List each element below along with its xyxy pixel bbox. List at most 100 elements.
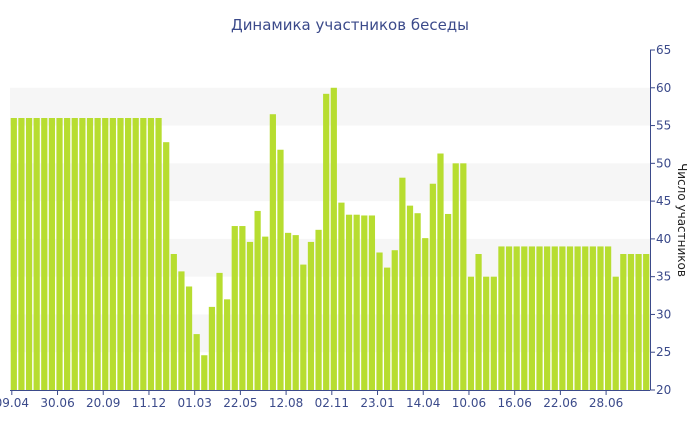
bar: [551, 246, 558, 390]
bar: [483, 276, 490, 390]
bar: [528, 246, 536, 390]
bar: [193, 334, 200, 390]
y-tick-label: 65: [656, 43, 671, 57]
bar: [422, 238, 429, 390]
x-tick-label: 16.06: [497, 396, 531, 410]
bar: [117, 118, 124, 390]
bar: [79, 118, 86, 390]
bar: [284, 232, 292, 390]
bar: [300, 264, 307, 390]
bar: [406, 205, 414, 390]
bar: [582, 246, 589, 390]
y-tick-label: 35: [656, 270, 671, 284]
bar: [178, 271, 185, 390]
y-tick-label: 25: [656, 345, 671, 359]
grid-band: [10, 314, 650, 353]
bar: [239, 226, 246, 390]
bar: [109, 118, 116, 390]
bar: [627, 254, 635, 390]
x-tick-label: 09.04: [0, 396, 29, 410]
bar: [155, 118, 162, 390]
bar: [269, 114, 276, 390]
bar: [437, 153, 444, 390]
bar: [597, 246, 604, 390]
bar: [498, 246, 505, 390]
bar: [163, 142, 170, 390]
bar: [216, 272, 223, 390]
x-tick-label: 23.01: [360, 396, 394, 410]
bar: [56, 118, 63, 390]
bar: [490, 276, 497, 390]
chart-title: Динамика участников беседы: [231, 16, 469, 34]
bar: [254, 210, 261, 390]
bar: [277, 149, 284, 390]
bar: [86, 118, 94, 390]
bars: [10, 87, 650, 390]
bar: [536, 246, 543, 390]
bar: [391, 250, 398, 390]
bar: [33, 118, 40, 390]
bar: [475, 254, 482, 390]
bar: [635, 254, 642, 390]
bar: [589, 246, 596, 390]
bar: [231, 226, 238, 390]
bar: [384, 267, 391, 390]
y-tick-label: 40: [656, 232, 671, 246]
bar: [460, 163, 467, 390]
bar: [246, 241, 254, 390]
y-tick-label: 55: [656, 119, 671, 133]
y-tick-label: 30: [656, 307, 671, 321]
bar: [25, 118, 33, 390]
bar: [429, 183, 436, 390]
bar: [376, 252, 383, 390]
bar: [338, 202, 345, 390]
bar: [399, 177, 406, 390]
bar: [292, 235, 299, 390]
x-tick-label: 01.03: [177, 396, 211, 410]
bar: [132, 118, 139, 390]
axes: [10, 50, 651, 391]
bar: [544, 246, 551, 390]
bar: [353, 214, 360, 390]
bar: [643, 254, 650, 390]
y-axis-label: Число участников: [675, 163, 689, 277]
y-tick-labels: 20 25 30 35 40 45 50 55 60 65: [650, 43, 671, 397]
bar: [368, 215, 376, 390]
bar: [444, 213, 452, 390]
y-tick-label: 20: [656, 383, 671, 397]
bar: [124, 118, 132, 390]
x-tick-labels: 09.04 30.06 20.09 11.12 01.03 22.05 12.08 02.11…: [0, 390, 623, 410]
bar: [10, 118, 17, 390]
y-tick-label: 50: [656, 156, 671, 170]
bar: [64, 118, 71, 390]
x-tick-label: 14.04: [406, 396, 440, 410]
bar: [18, 118, 25, 390]
bar: [323, 93, 330, 390]
bar: [94, 118, 101, 390]
bar: [574, 246, 581, 390]
grid-bands: [10, 87, 650, 353]
bar: [612, 276, 619, 390]
bar: [505, 246, 513, 390]
y-tick-label: 60: [656, 81, 671, 95]
bar: [147, 118, 155, 390]
bar: [604, 246, 612, 390]
x-tick-label: 22.05: [223, 396, 257, 410]
bar: [559, 246, 566, 390]
bar: [170, 254, 177, 390]
bar: [452, 163, 459, 390]
x-tick-label: 11.12: [132, 396, 166, 410]
bar: [102, 118, 109, 390]
grid-band: [10, 163, 650, 202]
bar: [467, 276, 475, 390]
grid-band: [10, 238, 650, 277]
grid-band: [10, 87, 650, 126]
x-tick-label: 28.06: [589, 396, 623, 410]
bar: [224, 299, 231, 390]
bar: [513, 246, 520, 390]
bar: [620, 254, 627, 390]
bar: [414, 213, 421, 390]
bar: [48, 118, 56, 390]
x-tick-label: 12.08: [269, 396, 303, 410]
